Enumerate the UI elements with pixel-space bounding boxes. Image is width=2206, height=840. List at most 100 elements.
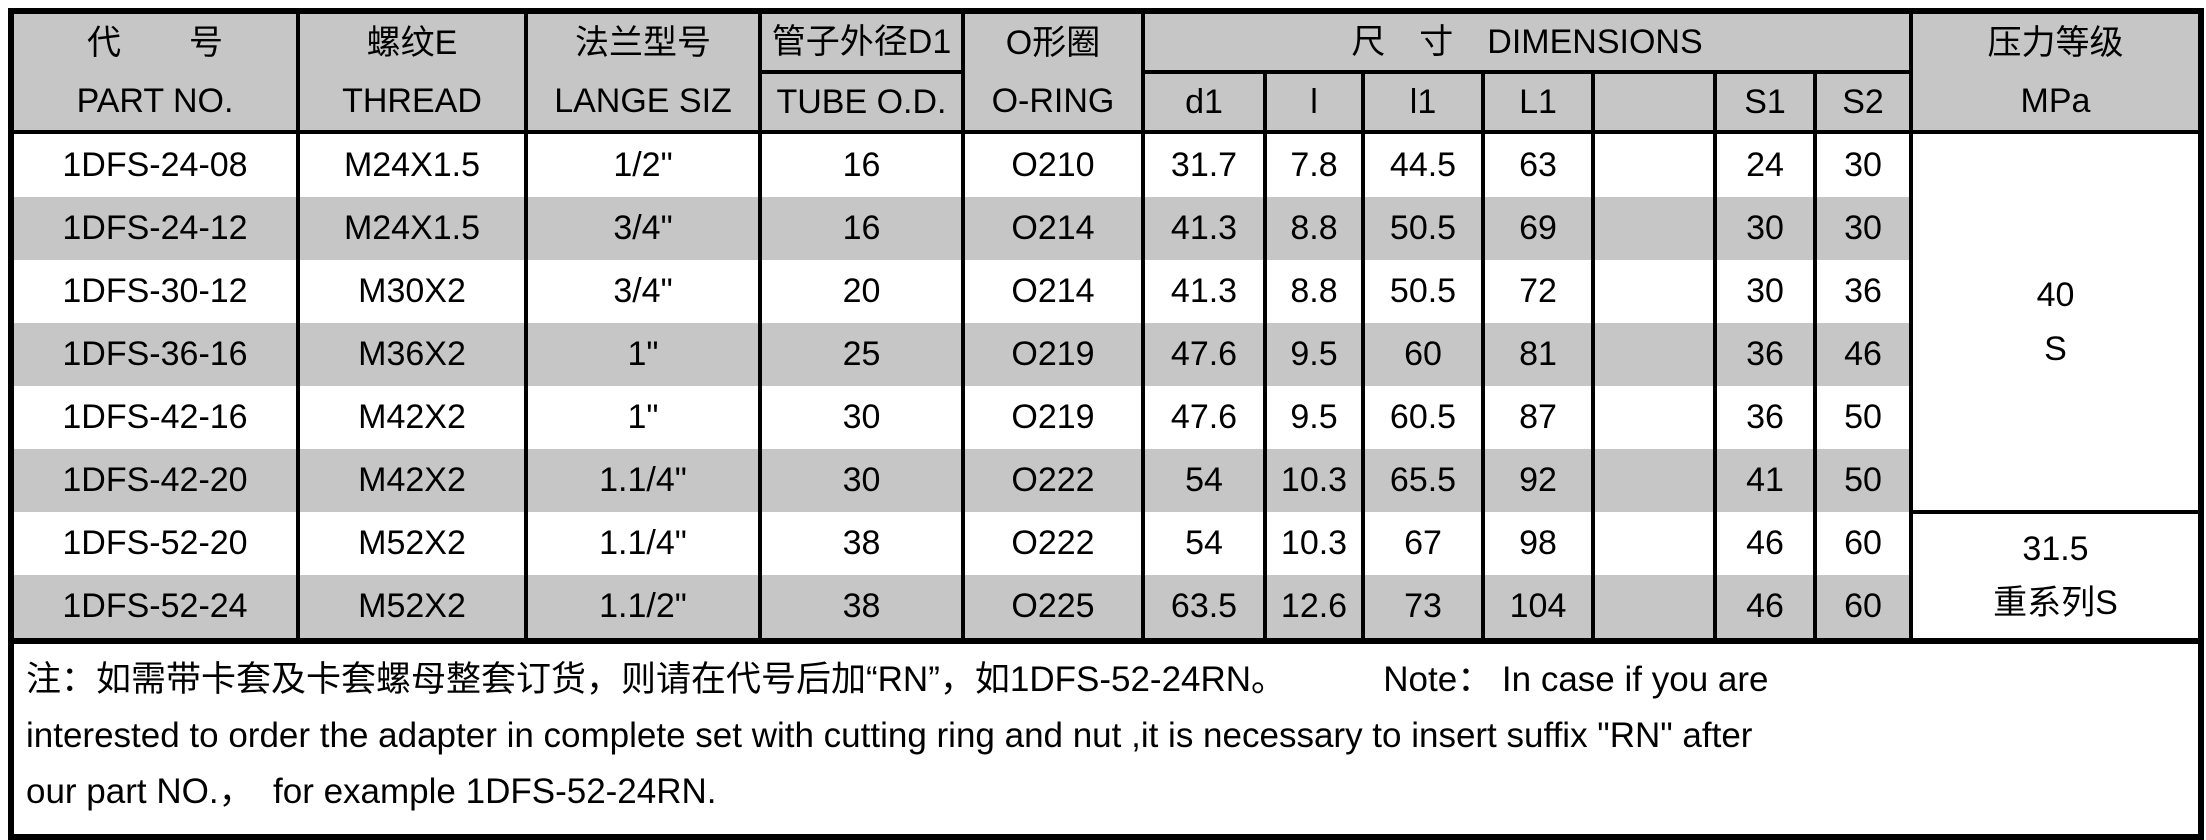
cell-tube_od: 16 bbox=[758, 197, 965, 260]
cell-tube_od: 16 bbox=[758, 132, 965, 197]
cell-flange_size: 1.1/4" bbox=[524, 449, 762, 512]
cell-s2: 60 bbox=[1813, 512, 1913, 575]
spec-table: 代 号 PART NO. 螺纹E THREAD 法兰型号 LANGE SIZ 管… bbox=[8, 8, 2204, 840]
cell-d1: 54 bbox=[1141, 449, 1267, 512]
cell-flange_size: 1.1/2" bbox=[524, 575, 762, 641]
cell-part_no: 1DFS-36-16 bbox=[9, 323, 300, 386]
col-header-o-ring: O形圈 O-RING bbox=[961, 9, 1145, 134]
pressure-value: 31.5 bbox=[2022, 530, 2089, 568]
cell-L1: 63 bbox=[1481, 132, 1595, 197]
table-row: 1DFS-24-12 M24X1.5 3/4" 16 O214 41.3 8.8 50.5 69… bbox=[9, 197, 2201, 260]
cell-s2: 46 bbox=[1813, 323, 1913, 386]
cell-s1: 46 bbox=[1713, 512, 1817, 575]
cell-tube_od: 30 bbox=[758, 449, 965, 512]
cell-l1: 44.5 bbox=[1361, 132, 1485, 197]
col-header-s2: S2 bbox=[1813, 70, 1913, 134]
cell-d1: 54 bbox=[1141, 512, 1267, 575]
cell-s1: 46 bbox=[1713, 575, 1817, 641]
col-header-o-ring-zh: O形圈 bbox=[1005, 24, 1101, 62]
col-header-pressure-zh: 压力等级 bbox=[1987, 24, 2124, 62]
cell-blank bbox=[1591, 260, 1717, 323]
cell-s2: 50 bbox=[1813, 386, 1913, 449]
col-header-flange-size-zh: 法兰型号 bbox=[575, 24, 711, 62]
table-row: 1DFS-52-20 M52X2 1.1/4" 38 O222 54 10.3 67 98 46 6… bbox=[9, 510, 2203, 643]
cell-s1: 30 bbox=[1713, 260, 1817, 323]
cell-s1: 41 bbox=[1713, 449, 1817, 512]
table-row: 1DFS-24-08 M24X1.5 1/2" 16 O210 31.7 7.8 44.5 63… bbox=[9, 130, 2203, 514]
cell-part_no: 1DFS-42-16 bbox=[9, 386, 300, 449]
cell-d1: 41.3 bbox=[1141, 260, 1267, 323]
cell-o_ring: O222 bbox=[961, 449, 1145, 512]
col-header-pressure: 压力等级 MPa bbox=[1909, 9, 2203, 134]
cell-o_ring: O225 bbox=[961, 575, 1145, 641]
note-row: 注：如需带卡套及卡套螺母整套订货，则请在代号后加“RN”，如1DFS-52-24… bbox=[11, 638, 2201, 837]
cell-tube_od: 25 bbox=[758, 323, 965, 386]
table-row: 1DFS-36-16 M36X2 1" 25 O219 47.6 9.5 60 81 36 46 bbox=[9, 323, 2201, 386]
cell-l1: 67 bbox=[1361, 512, 1485, 575]
cell-s2: 50 bbox=[1813, 449, 1913, 512]
cell-d1: 47.6 bbox=[1141, 323, 1267, 386]
cell-l: 10.3 bbox=[1263, 512, 1365, 575]
cell-part_no: 1DFS-52-24 bbox=[9, 575, 300, 641]
cell-thread: M42X2 bbox=[296, 449, 528, 512]
col-header-tube-od-zh: 管子外径D1 bbox=[758, 9, 965, 74]
cell-flange_size: 1" bbox=[524, 323, 762, 386]
cell-s1: 30 bbox=[1713, 197, 1817, 260]
cell-blank bbox=[1591, 386, 1717, 449]
pressure-series: S bbox=[2044, 330, 2067, 368]
cell-thread: M52X2 bbox=[296, 512, 528, 575]
cell-s2: 60 bbox=[1813, 575, 1913, 641]
cell-l: 10.3 bbox=[1263, 449, 1365, 512]
cell-thread: M30X2 bbox=[296, 260, 528, 323]
cell-tube_od: 20 bbox=[758, 260, 965, 323]
col-header-s1: S1 bbox=[1713, 70, 1817, 134]
cell-thread: M36X2 bbox=[296, 323, 528, 386]
cell-l: 8.8 bbox=[1263, 197, 1365, 260]
col-header-l1: l1 bbox=[1361, 70, 1485, 134]
cell-tube_od: 38 bbox=[758, 575, 965, 641]
cell-blank bbox=[1591, 323, 1717, 386]
pressure-series: 重系列S bbox=[1993, 584, 2118, 622]
cell-thread: M52X2 bbox=[296, 575, 528, 641]
cell-l: 8.8 bbox=[1263, 260, 1365, 323]
col-header-flange-size: 法兰型号 LANGE SIZ bbox=[524, 9, 762, 134]
cell-l: 7.8 bbox=[1263, 132, 1365, 197]
cell-l: 9.5 bbox=[1263, 386, 1365, 449]
cell-flange_size: 1/2" bbox=[524, 132, 762, 197]
col-header-part-no: 代 号 PART NO. bbox=[9, 9, 300, 134]
col-header-thread-zh: 螺纹E bbox=[366, 24, 458, 62]
cell-o_ring: O214 bbox=[961, 260, 1145, 323]
cell-s2: 30 bbox=[1813, 132, 1913, 197]
cell-part_no: 1DFS-30-12 bbox=[9, 260, 300, 323]
cell-flange_size: 3/4" bbox=[524, 260, 762, 323]
cell-s1: 24 bbox=[1713, 132, 1817, 197]
cell-d1: 63.5 bbox=[1141, 575, 1267, 641]
col-header-part-no-zh: 代 号 bbox=[87, 24, 223, 62]
note-text: 注：如需带卡套及卡套螺母整套订货，则请在代号后加“RN”，如1DFS-52-24… bbox=[11, 638, 2201, 837]
cell-L1: 104 bbox=[1481, 575, 1595, 641]
cell-L1: 98 bbox=[1481, 512, 1595, 575]
table-body: 1DFS-24-08 M24X1.5 1/2" 16 O210 31.7 7.8 44.5 63… bbox=[9, 130, 2203, 643]
col-header-pressure-en: MPa bbox=[2020, 82, 2091, 120]
cell-part_no: 1DFS-52-20 bbox=[9, 512, 300, 575]
cell-d1: 31.7 bbox=[1141, 132, 1267, 197]
cell-flange_size: 3/4" bbox=[524, 197, 762, 260]
cell-o_ring: O219 bbox=[961, 323, 1145, 386]
col-header-l: l bbox=[1263, 70, 1365, 134]
cell-o_ring: O210 bbox=[961, 132, 1145, 197]
table-row: 1DFS-30-12 M30X2 3/4" 20 O214 41.3 8.8 50.5 72 30… bbox=[9, 260, 2201, 323]
cell-s1: 36 bbox=[1713, 386, 1817, 449]
cell-l1: 60 bbox=[1361, 323, 1485, 386]
cell-thread: M24X1.5 bbox=[296, 197, 528, 260]
cell-d1: 41.3 bbox=[1141, 197, 1267, 260]
cell-L1: 92 bbox=[1481, 449, 1595, 512]
cell-flange_size: 1.1/4" bbox=[524, 512, 762, 575]
col-header-o-ring-en: O-RING bbox=[991, 82, 1115, 120]
cell-l: 9.5 bbox=[1263, 323, 1365, 386]
cell-o_ring: O214 bbox=[961, 197, 1145, 260]
cell-o_ring: O222 bbox=[961, 512, 1145, 575]
table-row: 1DFS-52-24 M52X2 1.1/2" 38 O225 63.5 12.6 73 104… bbox=[9, 575, 2201, 641]
cell-tube_od: 30 bbox=[758, 386, 965, 449]
cell-L1: 72 bbox=[1481, 260, 1595, 323]
cell-L1: 81 bbox=[1481, 323, 1595, 386]
